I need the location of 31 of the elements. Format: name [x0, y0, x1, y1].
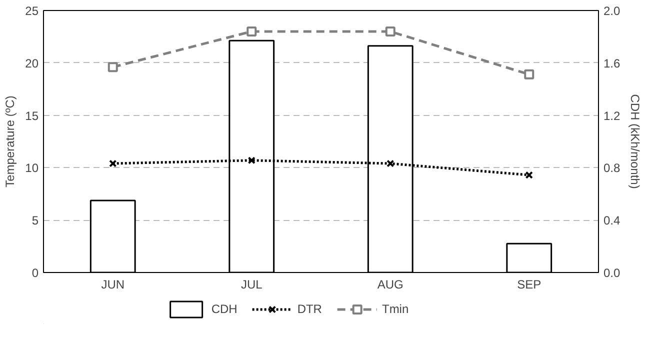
- y2-tick-label: 2.0: [604, 4, 621, 18]
- x-tick-label: JUN: [101, 278, 125, 292]
- point: [109, 160, 117, 168]
- x-tick-label: JUL: [240, 278, 263, 292]
- y2-tick-label: 1.2: [604, 108, 621, 123]
- point: [385, 26, 396, 36]
- point: [248, 156, 256, 164]
- point: [386, 160, 394, 168]
- y-tick-label: 0: [32, 266, 39, 280]
- point: [525, 171, 533, 179]
- point: [108, 62, 118, 72]
- legend-label: Tmin: [382, 302, 409, 316]
- y-tick-label: 10: [25, 161, 39, 176]
- x-tick-label: AUG: [377, 278, 404, 292]
- y-tick-label: 20: [25, 56, 39, 70]
- y2-tick-label: 0.8: [604, 161, 621, 176]
- bar: [506, 242, 552, 272]
- y-tick-label: 5: [32, 214, 39, 228]
- y2-tick-label: 0.4: [604, 214, 621, 228]
- y-tick-label: 25: [25, 4, 39, 18]
- legend-label: DTR: [297, 302, 322, 316]
- y2-tick-label: 0.0: [604, 266, 621, 280]
- y2-tick-label: 1.6: [604, 56, 621, 70]
- bar: [90, 200, 136, 272]
- x-tick-label: SEP: [517, 278, 542, 292]
- point: [524, 69, 534, 80]
- legend-label: CDH: [211, 302, 238, 316]
- y-tick-label: 15: [25, 108, 39, 123]
- y-axis-title: Temperature (ºC): [3, 96, 18, 188]
- point: [246, 26, 257, 36]
- y2-axis-title: CDH (kKh/month): [628, 94, 642, 189]
